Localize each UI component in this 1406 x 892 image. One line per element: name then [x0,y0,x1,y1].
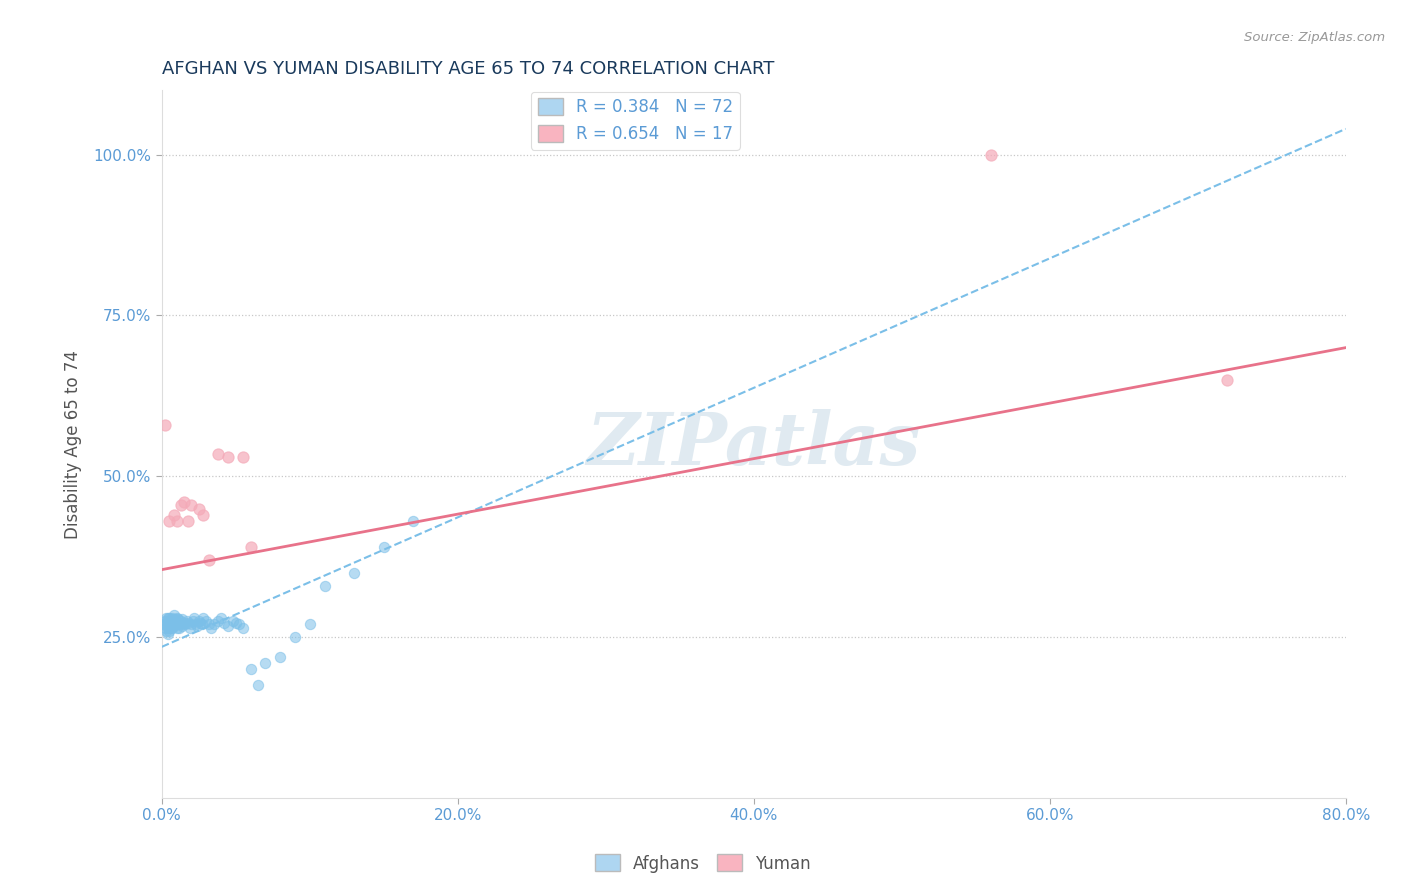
Point [179,621,201,635]
Point [200,621,222,635]
Point [172,612,194,626]
Point [228,617,250,632]
Point [155,617,177,632]
Point [181,614,204,628]
Point [153,621,176,635]
Point [298,617,321,632]
Point [193,611,215,625]
Point [254,656,277,670]
Point [160,615,183,630]
Point [198,617,221,632]
Point [157,617,180,632]
Point [209,611,232,625]
Point [162,614,184,628]
Point [167,617,190,632]
Point [1216,373,1239,387]
Point [207,614,229,628]
Point [157,624,180,638]
Point [284,630,307,644]
Point [166,515,188,529]
Y-axis label: Disability Age 65 to 74: Disability Age 65 to 74 [65,350,82,539]
Point [155,624,177,638]
Point [217,450,239,464]
Point [157,611,180,625]
Point [159,612,181,626]
Point [165,612,187,626]
Point [162,607,184,622]
Point [162,508,184,522]
Point [165,617,187,632]
Point [172,618,194,632]
Point [186,618,208,632]
Point [159,621,181,635]
Point [193,508,215,522]
Point [152,617,174,632]
Point [202,617,225,632]
Point [269,649,291,664]
Point [156,621,179,635]
Point [314,579,336,593]
Point [198,553,221,567]
Point [402,515,425,529]
Point [156,614,179,628]
Point [225,615,247,630]
Point [195,614,218,628]
Point [159,617,181,632]
Point [174,617,197,632]
Point [343,566,366,580]
Text: AFGHAN VS YUMAN DISABILITY AGE 65 TO 74 CORRELATION CHART: AFGHAN VS YUMAN DISABILITY AGE 65 TO 74 … [162,60,775,78]
Point [155,611,177,625]
Point [177,515,200,529]
Point [180,498,202,512]
Point [157,614,180,628]
Point [153,614,176,628]
Point [157,515,180,529]
Point [373,540,395,554]
Point [166,611,188,625]
Point [156,611,179,625]
Point [156,627,179,641]
Point [153,417,176,432]
Point [222,614,245,628]
Point [239,540,262,554]
Point [176,614,198,628]
Point [160,611,183,625]
Point [246,678,269,692]
Point [173,615,195,630]
Point [239,662,262,676]
Point [232,621,254,635]
Point [166,621,188,635]
Point [232,450,254,464]
Point [169,615,191,630]
Point [170,617,193,632]
Point [162,618,184,632]
Point [177,615,200,630]
Point [212,615,235,630]
Point [187,501,209,516]
Point [980,147,1002,161]
Point [170,498,193,512]
Point [217,618,239,632]
Point [166,615,188,630]
Point [170,614,193,628]
Point [167,612,190,626]
Text: Source: ZipAtlas.com: Source: ZipAtlas.com [1244,31,1385,45]
Point [184,617,207,632]
Point [187,614,209,628]
Point [169,621,191,635]
Point [160,621,183,635]
Text: ZIPatlas: ZIPatlas [586,409,921,480]
Point [173,495,195,509]
Point [207,447,229,461]
Point [183,611,205,625]
Point [190,617,212,632]
Legend: Afghans, Yuman: Afghans, Yuman [588,847,818,880]
Legend: R = 0.384   N = 72, R = 0.654   N = 17: R = 0.384 N = 72, R = 0.654 N = 17 [531,92,740,150]
Point [180,617,202,632]
Point [188,615,211,630]
